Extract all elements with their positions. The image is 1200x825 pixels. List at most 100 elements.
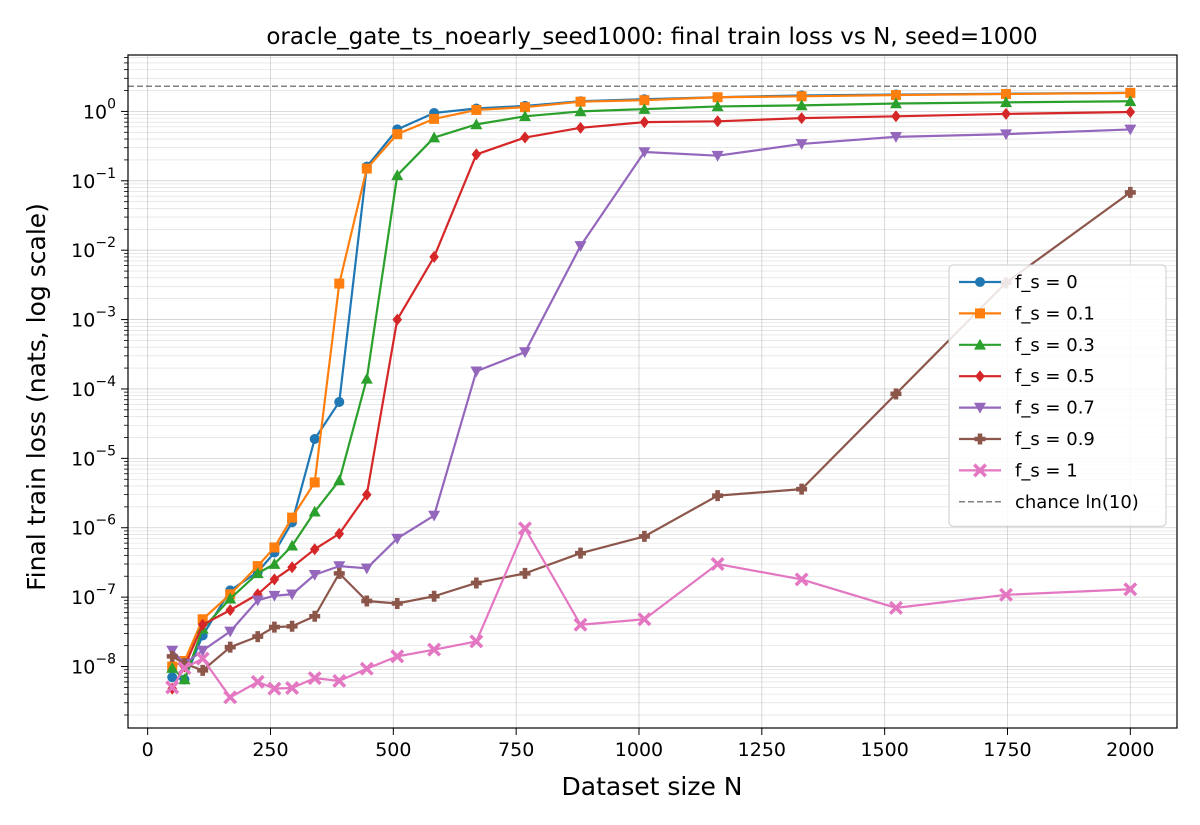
data-point xyxy=(1000,96,1013,108)
data-point xyxy=(795,99,808,111)
x-tick-label: 500 xyxy=(375,739,411,761)
series-1 xyxy=(167,87,1136,672)
data-point xyxy=(796,91,807,102)
data-point xyxy=(796,483,808,495)
data-point xyxy=(471,148,482,161)
data-point xyxy=(309,543,320,556)
data-point xyxy=(469,634,484,649)
x-tick-label: 1500 xyxy=(860,739,908,761)
data-point xyxy=(573,617,588,632)
data-point xyxy=(888,600,903,615)
legend-item: f_s = 0 xyxy=(959,272,1078,293)
data-point xyxy=(285,681,300,695)
data-point xyxy=(333,567,345,579)
data-point xyxy=(575,96,586,107)
data-point xyxy=(639,95,650,106)
data-point xyxy=(889,97,902,109)
data-point xyxy=(639,116,650,129)
data-point xyxy=(637,612,652,627)
legend-item: f_s = 0.7 xyxy=(959,398,1095,419)
data-point xyxy=(574,105,587,117)
data-point xyxy=(267,681,282,696)
data-point xyxy=(428,131,441,143)
data-point xyxy=(1125,106,1136,119)
data-point xyxy=(166,650,178,662)
data-point xyxy=(794,572,809,587)
data-point xyxy=(197,664,209,676)
x-axis-label: Dataset size N xyxy=(562,772,743,801)
data-point xyxy=(224,626,237,638)
data-point xyxy=(286,539,299,551)
data-point xyxy=(286,589,299,601)
data-point xyxy=(470,118,483,130)
data-point xyxy=(429,113,440,124)
series-layer xyxy=(165,87,1138,705)
data-point xyxy=(224,592,237,604)
legend-label: f_s = 0.5 xyxy=(1015,366,1095,387)
data-point xyxy=(334,278,345,289)
data-point xyxy=(391,597,403,609)
data-point xyxy=(1124,95,1137,107)
data-point xyxy=(308,505,321,517)
data-point xyxy=(167,672,178,683)
series-2 xyxy=(166,95,1137,685)
data-point xyxy=(1125,87,1136,98)
x-tick-label: 1000 xyxy=(615,739,663,761)
data-point xyxy=(360,563,373,575)
data-point xyxy=(518,110,531,122)
data-point xyxy=(575,121,586,134)
data-point xyxy=(251,595,264,607)
data-point xyxy=(638,103,651,114)
data-point xyxy=(333,474,346,486)
data-point xyxy=(711,100,724,112)
legend-label: f_s = 0.7 xyxy=(1015,398,1095,419)
data-point xyxy=(166,662,179,673)
x-tick-label: 750 xyxy=(498,739,534,761)
data-point xyxy=(638,530,650,542)
data-point xyxy=(710,557,725,571)
data-point xyxy=(470,366,483,378)
data-point xyxy=(361,163,372,174)
data-point xyxy=(1124,124,1137,136)
legend-item: f_s = 0.1 xyxy=(959,303,1095,324)
data-point xyxy=(177,661,192,676)
data-point xyxy=(309,434,320,445)
data-point xyxy=(1001,89,1012,100)
legend-item-reference: chance ln(10) xyxy=(959,492,1139,513)
data-point xyxy=(520,131,530,144)
x-tick-label: 1750 xyxy=(983,739,1031,761)
data-point xyxy=(427,642,442,657)
legend-label: f_s = 0.1 xyxy=(1015,303,1095,324)
data-point xyxy=(269,573,280,586)
x-tick-label: 2000 xyxy=(1106,739,1154,761)
data-point xyxy=(287,512,298,523)
x-tick-label: 0 xyxy=(142,739,154,761)
data-point xyxy=(223,690,238,705)
data-point xyxy=(269,542,280,553)
data-point xyxy=(890,388,902,400)
data-point xyxy=(224,641,236,653)
data-point xyxy=(429,250,439,263)
data-point xyxy=(999,587,1013,602)
data-point xyxy=(250,674,265,689)
data-point xyxy=(574,241,587,252)
data-point xyxy=(252,561,263,572)
data-point xyxy=(307,671,322,686)
data-point xyxy=(519,567,531,579)
data-point xyxy=(890,90,901,101)
series-5 xyxy=(166,186,1136,676)
data-point xyxy=(333,561,346,573)
data-point xyxy=(225,604,235,617)
data-point xyxy=(359,661,374,676)
data-point xyxy=(1123,582,1138,597)
data-point xyxy=(891,110,901,123)
data-point xyxy=(428,590,440,602)
data-point xyxy=(575,547,587,559)
data-point xyxy=(251,567,264,579)
data-point xyxy=(428,510,441,522)
data-point xyxy=(197,618,208,631)
data-point xyxy=(471,104,482,115)
data-point xyxy=(795,139,808,150)
data-point xyxy=(165,680,180,695)
data-point xyxy=(178,673,191,685)
